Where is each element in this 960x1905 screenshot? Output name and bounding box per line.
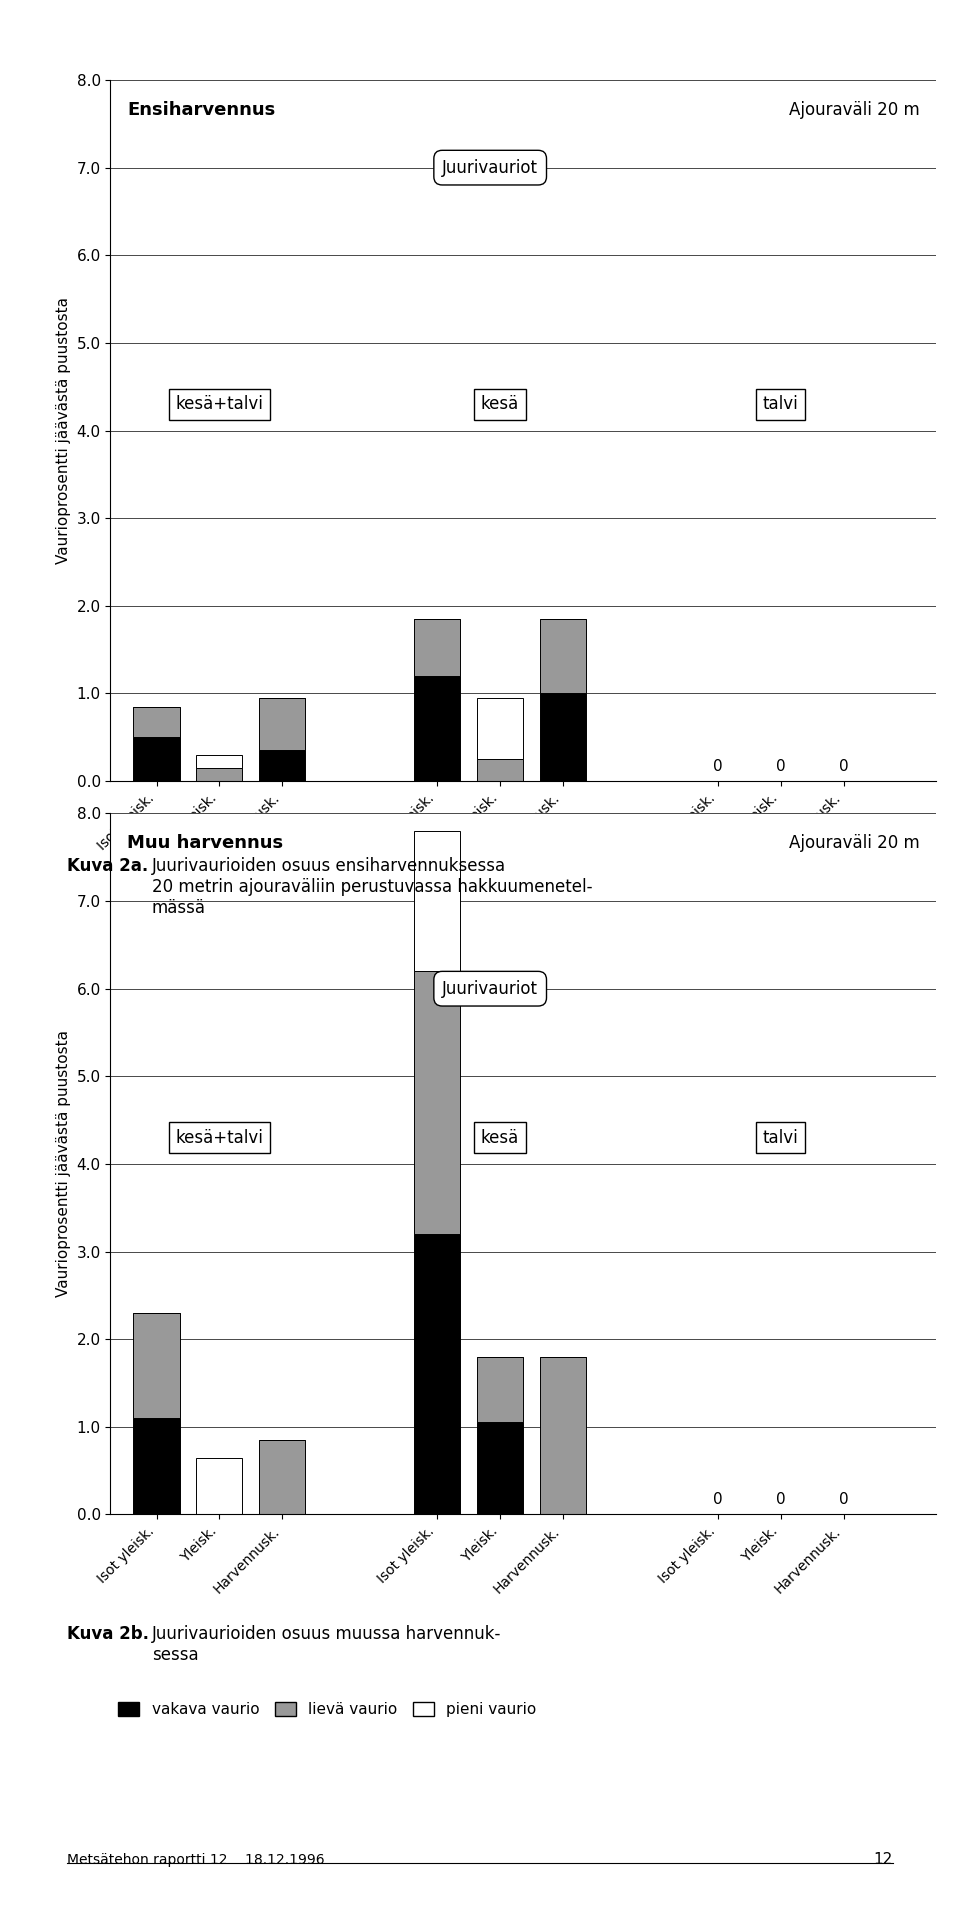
Bar [259, 697, 305, 751]
Text: 0: 0 [713, 758, 723, 773]
Text: 0: 0 [839, 758, 849, 773]
Text: 0: 0 [776, 1492, 785, 1507]
Bar [196, 754, 243, 768]
Legend: vakava vaurio, lievä vaurio, pieni vaurio: vakava vaurio, lievä vaurio, pieni vauri… [118, 1701, 537, 1716]
Bar [196, 1457, 243, 1514]
Bar [477, 697, 523, 758]
Bar [133, 1313, 180, 1417]
Y-axis label: Vaurioprosentti jäävästä puustosta: Vaurioprosentti jäävästä puustosta [56, 297, 71, 564]
Text: talvi: talvi [763, 394, 799, 413]
Text: Metsätehon raportti 12    18.12.1996: Metsätehon raportti 12 18.12.1996 [67, 1854, 324, 1867]
Bar [414, 1234, 461, 1514]
Bar [259, 1440, 305, 1514]
Bar [477, 1356, 523, 1423]
Text: Juurivaurioiden osuus ensiharvennuksessa
20 metrin ajouraväliin perustuvassa hak: Juurivaurioiden osuus ensiharvennuksessa… [152, 857, 592, 916]
Bar [414, 619, 461, 676]
Text: 0: 0 [776, 758, 785, 773]
Text: Ajouraväli 20 m: Ajouraväli 20 m [789, 101, 920, 118]
Bar [540, 1356, 586, 1514]
Bar [414, 676, 461, 781]
Text: Ensiharvennus: Ensiharvennus [127, 101, 276, 118]
Text: kesä: kesä [481, 394, 519, 413]
Text: Kuva 2b.: Kuva 2b. [67, 1625, 149, 1642]
Bar [133, 737, 180, 781]
Bar [259, 751, 305, 781]
Bar [477, 1423, 523, 1514]
Text: Juurivauriot: Juurivauriot [443, 979, 539, 998]
Text: kesä+talvi: kesä+talvi [176, 1128, 263, 1147]
Bar [414, 831, 461, 972]
Text: 0: 0 [839, 1492, 849, 1507]
Bar [133, 707, 180, 737]
Legend: vakava vaurio, lievä vaurio, pieni vaurio: vakava vaurio, lievä vaurio, pieni vauri… [118, 968, 537, 983]
Text: Juurivaurioiden osuus muussa harvennuk-
sessa: Juurivaurioiden osuus muussa harvennuk- … [152, 1625, 501, 1663]
Bar [133, 1417, 180, 1514]
Text: 0: 0 [713, 1492, 723, 1507]
Bar [414, 972, 461, 1234]
Text: kesä: kesä [481, 1128, 519, 1147]
Y-axis label: Vaurioprosentti jäävästä puustosta: Vaurioprosentti jäävästä puustosta [56, 1031, 71, 1297]
Text: Juurivauriot: Juurivauriot [443, 158, 539, 177]
Text: Ajouraväli 20 m: Ajouraväli 20 m [789, 834, 920, 852]
Text: Muu harvennus: Muu harvennus [127, 834, 283, 852]
Bar [477, 758, 523, 781]
Bar [540, 693, 586, 781]
Text: talvi: talvi [763, 1128, 799, 1147]
Text: 12: 12 [874, 1852, 893, 1867]
Text: kesä+talvi: kesä+talvi [176, 394, 263, 413]
Bar [196, 768, 243, 781]
Bar [540, 619, 586, 693]
Text: Kuva 2a.: Kuva 2a. [67, 857, 149, 874]
